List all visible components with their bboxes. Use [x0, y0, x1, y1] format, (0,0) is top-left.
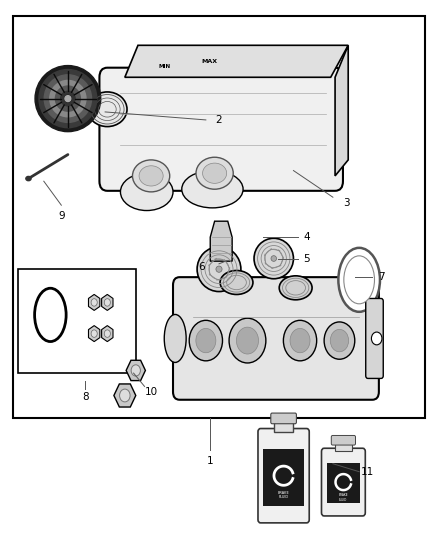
- Ellipse shape: [26, 176, 31, 181]
- Circle shape: [229, 318, 266, 363]
- Circle shape: [330, 329, 349, 352]
- Circle shape: [91, 298, 97, 306]
- Bar: [335, 442, 352, 451]
- Circle shape: [189, 320, 223, 361]
- FancyBboxPatch shape: [271, 413, 297, 424]
- FancyBboxPatch shape: [321, 448, 365, 516]
- Polygon shape: [335, 45, 348, 176]
- FancyBboxPatch shape: [366, 298, 383, 378]
- Text: MIN: MIN: [158, 64, 170, 69]
- Ellipse shape: [216, 266, 222, 272]
- Circle shape: [104, 298, 110, 306]
- Text: 8: 8: [82, 392, 89, 402]
- Ellipse shape: [344, 256, 374, 304]
- Text: 3: 3: [343, 198, 350, 207]
- Circle shape: [120, 389, 130, 402]
- Ellipse shape: [120, 173, 173, 211]
- Ellipse shape: [182, 171, 243, 208]
- Ellipse shape: [197, 247, 241, 292]
- Bar: [13, 16, 425, 418]
- Bar: [18, 269, 136, 373]
- Ellipse shape: [65, 95, 71, 102]
- Ellipse shape: [254, 238, 293, 279]
- Circle shape: [91, 330, 97, 337]
- Circle shape: [283, 320, 317, 361]
- Text: MAX: MAX: [202, 59, 218, 64]
- Ellipse shape: [202, 163, 227, 183]
- FancyBboxPatch shape: [173, 277, 379, 400]
- Polygon shape: [210, 221, 232, 261]
- Text: BRAKE
FLUID: BRAKE FLUID: [278, 491, 290, 499]
- Text: 7: 7: [378, 272, 385, 282]
- Ellipse shape: [60, 91, 75, 106]
- Text: 4: 4: [303, 232, 310, 242]
- Ellipse shape: [39, 69, 97, 128]
- FancyBboxPatch shape: [99, 68, 343, 191]
- Circle shape: [324, 322, 355, 359]
- Ellipse shape: [338, 248, 380, 312]
- Ellipse shape: [35, 66, 101, 132]
- Ellipse shape: [44, 75, 92, 123]
- Polygon shape: [125, 45, 348, 77]
- Circle shape: [371, 332, 382, 345]
- Ellipse shape: [35, 288, 66, 342]
- Text: BRAKE
FLUID: BRAKE FLUID: [339, 493, 348, 502]
- Text: 2: 2: [215, 115, 223, 125]
- Ellipse shape: [132, 160, 170, 192]
- Text: 1: 1: [207, 456, 214, 466]
- Circle shape: [131, 365, 141, 376]
- Bar: [327, 463, 360, 503]
- Text: 5: 5: [303, 254, 310, 263]
- Ellipse shape: [65, 95, 71, 102]
- Ellipse shape: [50, 80, 86, 117]
- FancyBboxPatch shape: [331, 435, 356, 445]
- Ellipse shape: [279, 276, 312, 300]
- Circle shape: [104, 330, 110, 337]
- Ellipse shape: [271, 256, 276, 261]
- Text: 9: 9: [58, 211, 65, 221]
- Circle shape: [237, 327, 258, 354]
- Text: 6: 6: [198, 262, 205, 271]
- Ellipse shape: [196, 157, 233, 189]
- Ellipse shape: [139, 166, 163, 186]
- Bar: [263, 449, 304, 506]
- Ellipse shape: [344, 256, 374, 304]
- Circle shape: [290, 328, 310, 353]
- Ellipse shape: [88, 92, 127, 127]
- Ellipse shape: [55, 86, 81, 111]
- Text: 10: 10: [145, 387, 158, 397]
- Circle shape: [196, 328, 216, 353]
- Ellipse shape: [164, 314, 186, 362]
- Text: 11: 11: [361, 467, 374, 477]
- FancyBboxPatch shape: [258, 429, 309, 523]
- Bar: [274, 420, 293, 432]
- Ellipse shape: [41, 297, 60, 333]
- Ellipse shape: [220, 271, 253, 294]
